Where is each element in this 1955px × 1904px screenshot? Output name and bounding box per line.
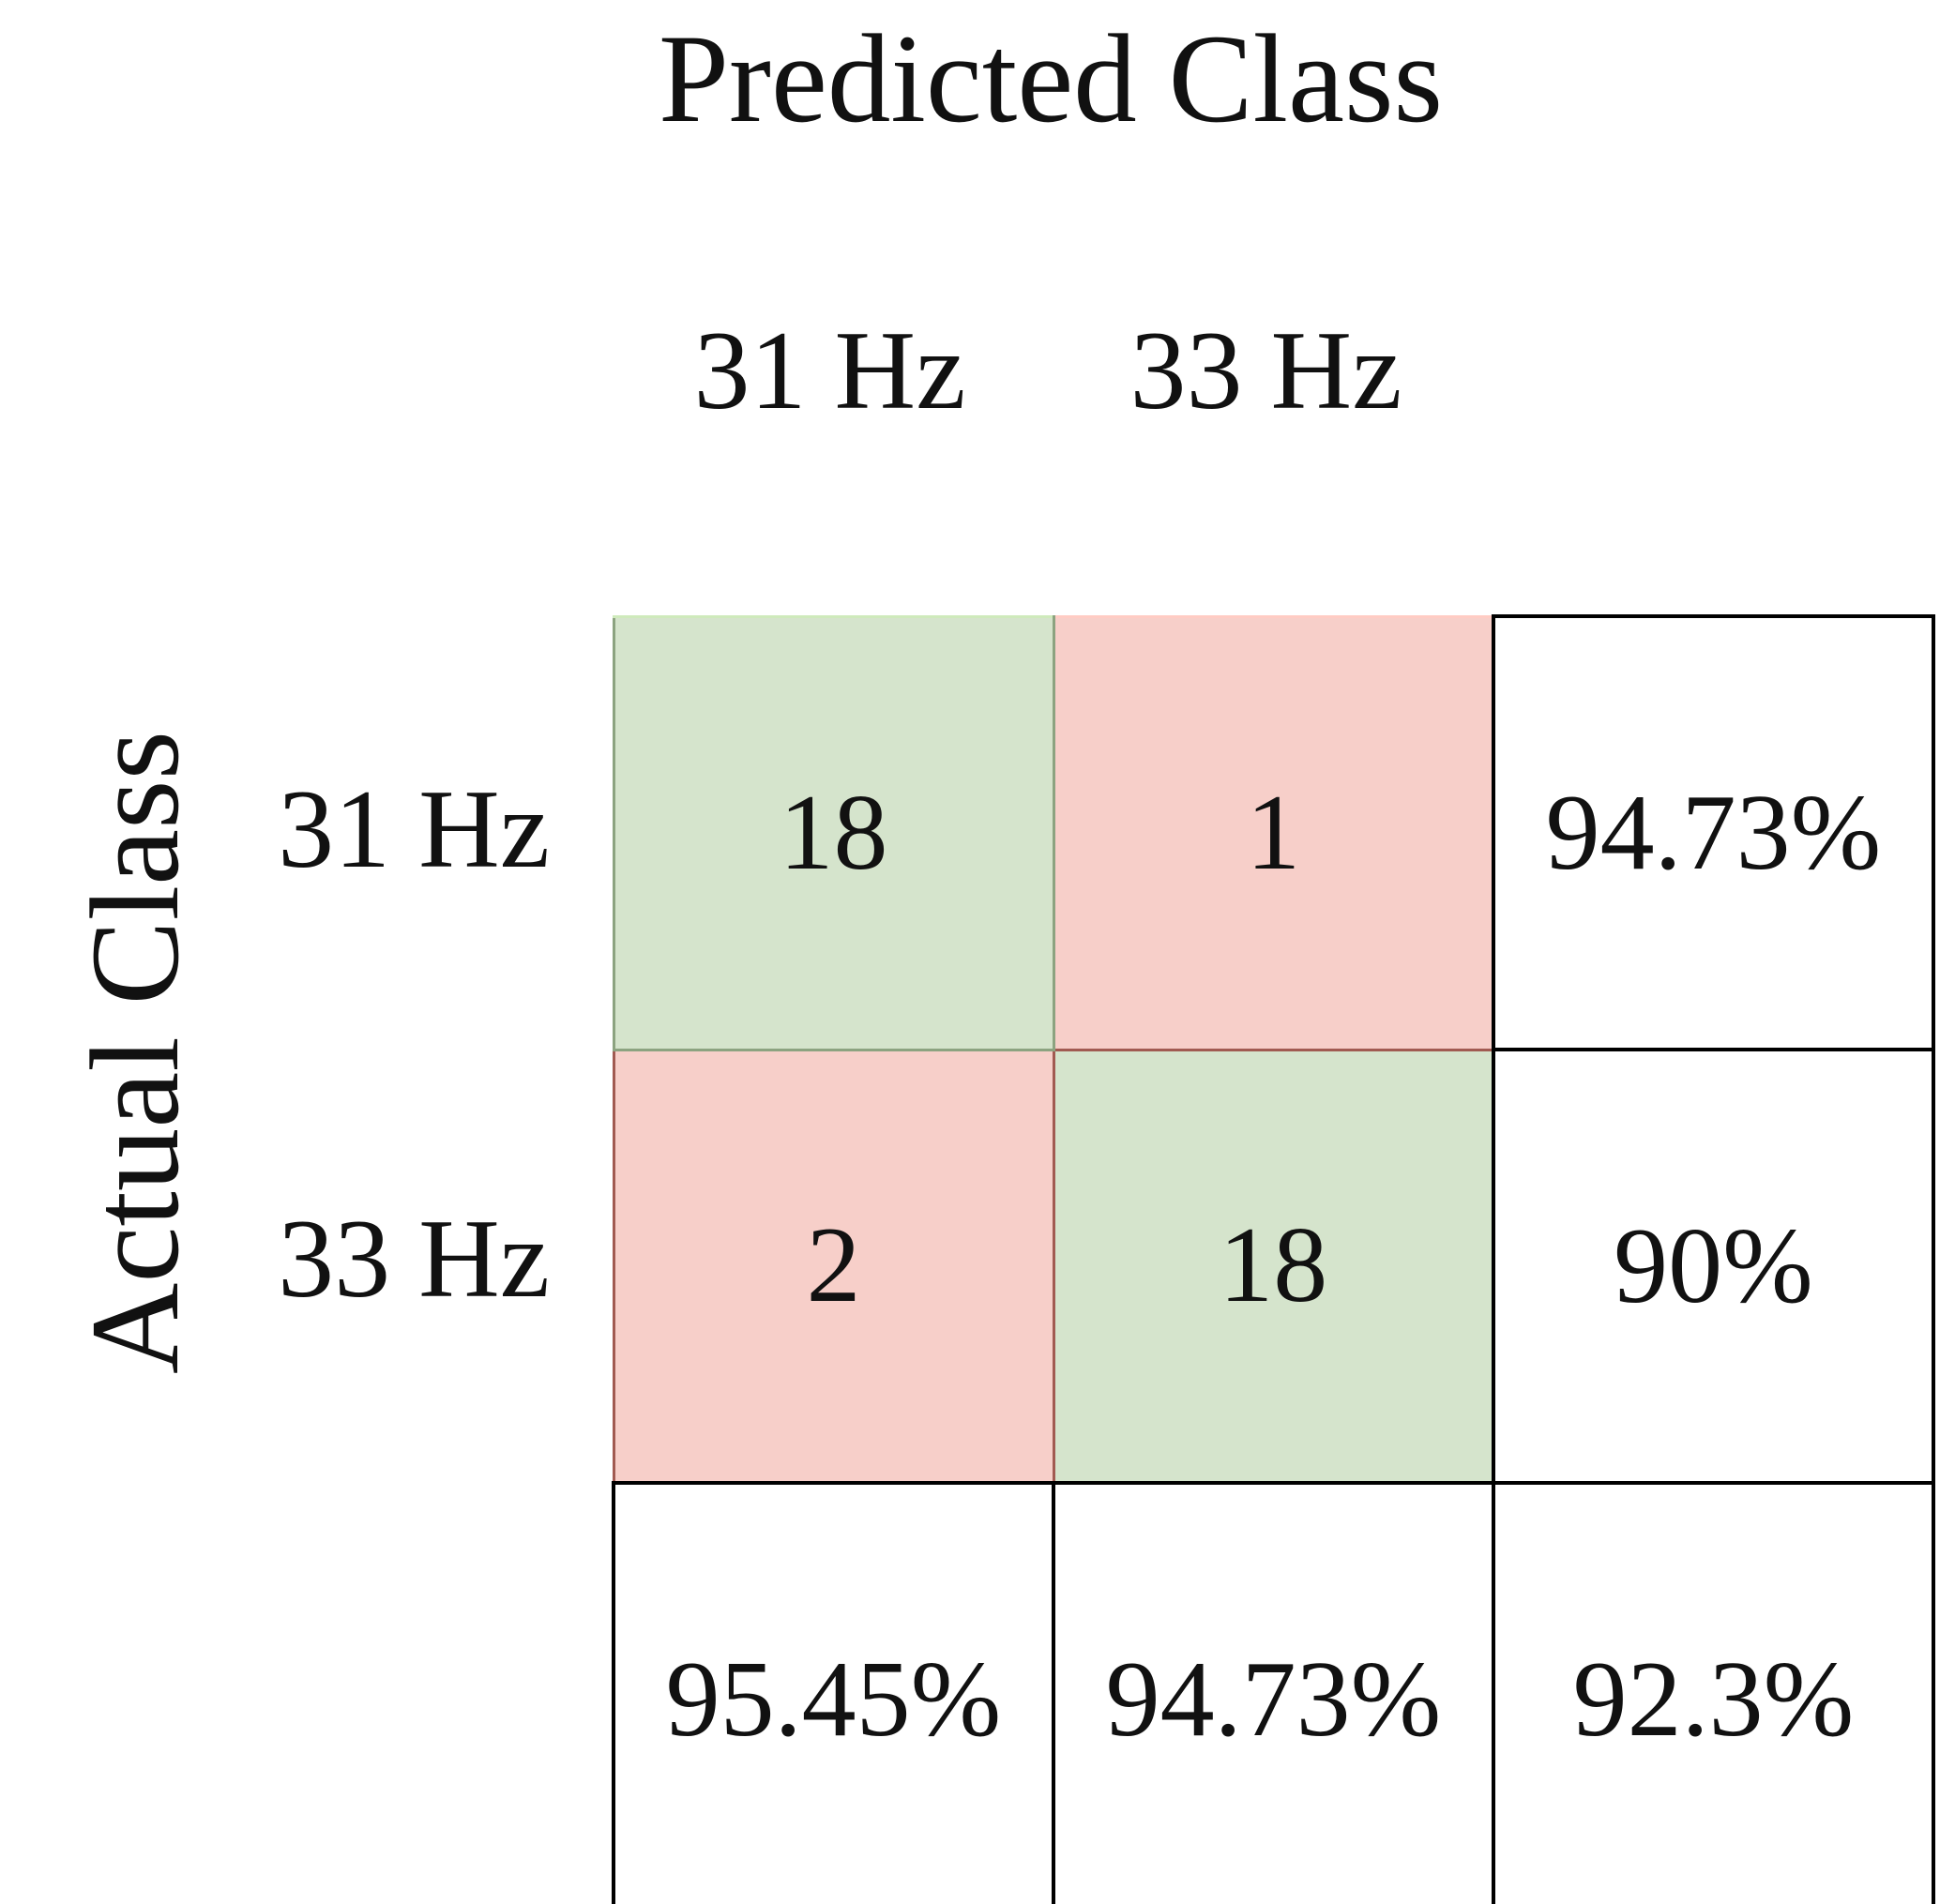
row-accuracy-31hz: 94.73% [1492, 614, 1935, 1051]
column-header-33hz: 33 Hz [1129, 308, 1402, 432]
cell-actual33-pred33-correct: 18 [1052, 1048, 1495, 1485]
cell-actual31-pred33-error: 1 [1052, 614, 1495, 1051]
row-header-31hz: 31 Hz [278, 766, 550, 891]
table-row: 95.45% 94.73% 92.3% [612, 1481, 1935, 1904]
column-accuracy-31hz: 95.45% [612, 1481, 1055, 1904]
cell-actual31-pred31-correct: 18 [612, 614, 1055, 1051]
predicted-class-title: Predicted Class [658, 9, 1444, 149]
column-headers: 31 Hz 33 Hz [612, 310, 1920, 431]
overall-accuracy: 92.3% [1492, 1481, 1935, 1904]
row-accuracy-33hz: 90% [1492, 1048, 1935, 1485]
column-header-31hz: 31 Hz [693, 308, 966, 432]
column-accuracy-33hz: 94.73% [1052, 1481, 1495, 1904]
confusion-matrix-table: 18 1 94.73% 2 18 90% 95.45% 94.73% 92.3% [612, 614, 1935, 1904]
table-row: 2 18 90% [612, 1048, 1935, 1485]
cell-actual33-pred31-error: 2 [612, 1048, 1055, 1485]
row-header-33hz: 33 Hz [278, 1196, 550, 1321]
table-row: 18 1 94.73% [612, 614, 1935, 1051]
